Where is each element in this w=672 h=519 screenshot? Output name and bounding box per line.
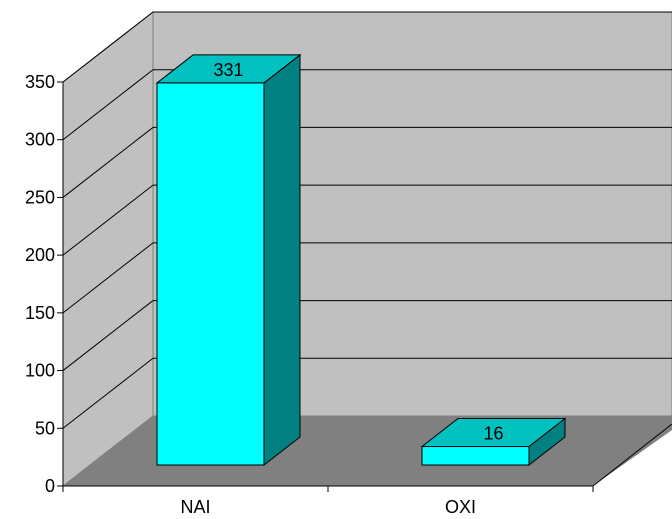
axes xyxy=(62,82,672,492)
y-tick-label: 350 xyxy=(25,72,55,92)
y-tick-label: 50 xyxy=(35,418,55,438)
chart-side-wall xyxy=(62,10,154,488)
bar-oxi xyxy=(420,417,567,467)
x-category-label: NAI xyxy=(180,497,210,517)
y-tick-label: 100 xyxy=(25,361,55,381)
data-label: 16 xyxy=(483,424,503,444)
y-tick-label: 150 xyxy=(25,303,55,323)
chart-floor xyxy=(63,416,672,486)
gridline-side xyxy=(62,357,154,429)
x-axis-labels: NAI OXI xyxy=(180,497,476,517)
gridline-side xyxy=(62,184,154,256)
gridline-side xyxy=(62,11,154,83)
y-tick-label: 250 xyxy=(25,187,55,207)
bar-nai xyxy=(155,53,302,467)
bar-side-face xyxy=(263,53,301,467)
y-tick-label: 200 xyxy=(25,245,55,265)
y-axis-ticks: 0 50 100 150 200 250 300 350 xyxy=(25,72,63,496)
bar-front-face xyxy=(421,446,530,466)
x-category-label: OXI xyxy=(445,497,476,517)
floor-edge-line xyxy=(592,423,672,487)
y-tick-label: 0 xyxy=(45,476,55,496)
gridline-side xyxy=(62,300,154,371)
y-tick-label: 300 xyxy=(25,130,55,150)
data-label: 331 xyxy=(213,60,243,80)
gridline-side xyxy=(62,242,154,314)
gridline-side xyxy=(62,127,154,198)
bar-series: 331 16 xyxy=(155,53,567,467)
bar-front-face xyxy=(156,82,265,466)
gridline-side xyxy=(62,69,154,141)
